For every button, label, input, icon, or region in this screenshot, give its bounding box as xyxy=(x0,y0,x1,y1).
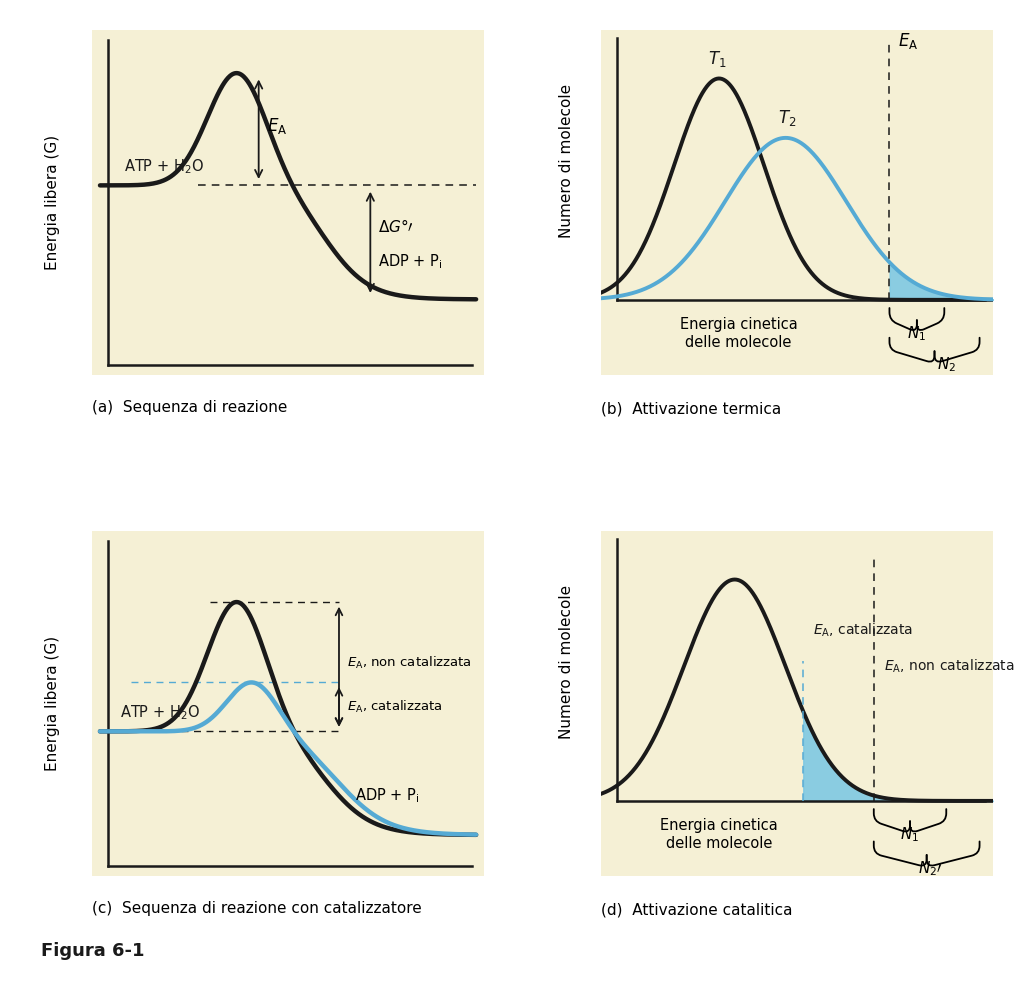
Text: $T_2$: $T_2$ xyxy=(778,108,797,128)
Text: $E_{\mathrm{A}}$, catalizzata: $E_{\mathrm{A}}$, catalizzata xyxy=(347,699,442,715)
Text: $E_\mathrm{A}$, catalizzata: $E_\mathrm{A}$, catalizzata xyxy=(813,622,913,638)
Text: ATP + H$_2$O: ATP + H$_2$O xyxy=(124,157,204,176)
Text: ADP + P$_\mathrm{i}$: ADP + P$_\mathrm{i}$ xyxy=(378,253,442,271)
Text: $N_2{\prime}$: $N_2{\prime}$ xyxy=(919,859,943,877)
Text: (d)  Attivazione catalitica: (d) Attivazione catalitica xyxy=(601,902,793,917)
Text: $T_1$: $T_1$ xyxy=(708,49,726,69)
Text: Energia libera (G): Energia libera (G) xyxy=(45,636,60,771)
Text: ADP + P$_\mathrm{i}$: ADP + P$_\mathrm{i}$ xyxy=(354,787,419,805)
Text: Energia cinetica
delle molecole: Energia cinetica delle molecole xyxy=(660,819,778,851)
Text: (a)  Sequenza di reazione: (a) Sequenza di reazione xyxy=(92,399,288,414)
Text: $N_1$: $N_1$ xyxy=(900,826,920,844)
Text: ATP + H$_2$O: ATP + H$_2$O xyxy=(120,703,200,722)
Text: $E_{\mathrm{A}}$, non catalizzata: $E_{\mathrm{A}}$, non catalizzata xyxy=(347,655,472,671)
Text: Numero di molecole: Numero di molecole xyxy=(559,84,573,238)
Text: Energia libera (G): Energia libera (G) xyxy=(45,135,60,270)
Text: $N_1$: $N_1$ xyxy=(907,324,927,343)
Text: Figura 6-1: Figura 6-1 xyxy=(41,942,144,960)
Text: $N_2$: $N_2$ xyxy=(937,356,955,374)
Text: (b)  Attivazione termica: (b) Attivazione termica xyxy=(601,401,781,416)
Text: $E_\mathrm{A}$: $E_\mathrm{A}$ xyxy=(266,116,287,135)
Text: $E_\mathrm{A}$: $E_\mathrm{A}$ xyxy=(898,31,919,51)
Text: (c)  Sequenza di reazione con catalizzatore: (c) Sequenza di reazione con catalizzato… xyxy=(92,900,422,915)
Text: $\Delta G°\prime$: $\Delta G°\prime$ xyxy=(378,218,414,235)
Text: Energia cinetica
delle molecole: Energia cinetica delle molecole xyxy=(680,318,798,350)
Text: $E_\mathrm{A}$, non catalizzata: $E_\mathrm{A}$, non catalizzata xyxy=(884,657,1015,674)
Text: Numero di molecole: Numero di molecole xyxy=(559,586,573,739)
